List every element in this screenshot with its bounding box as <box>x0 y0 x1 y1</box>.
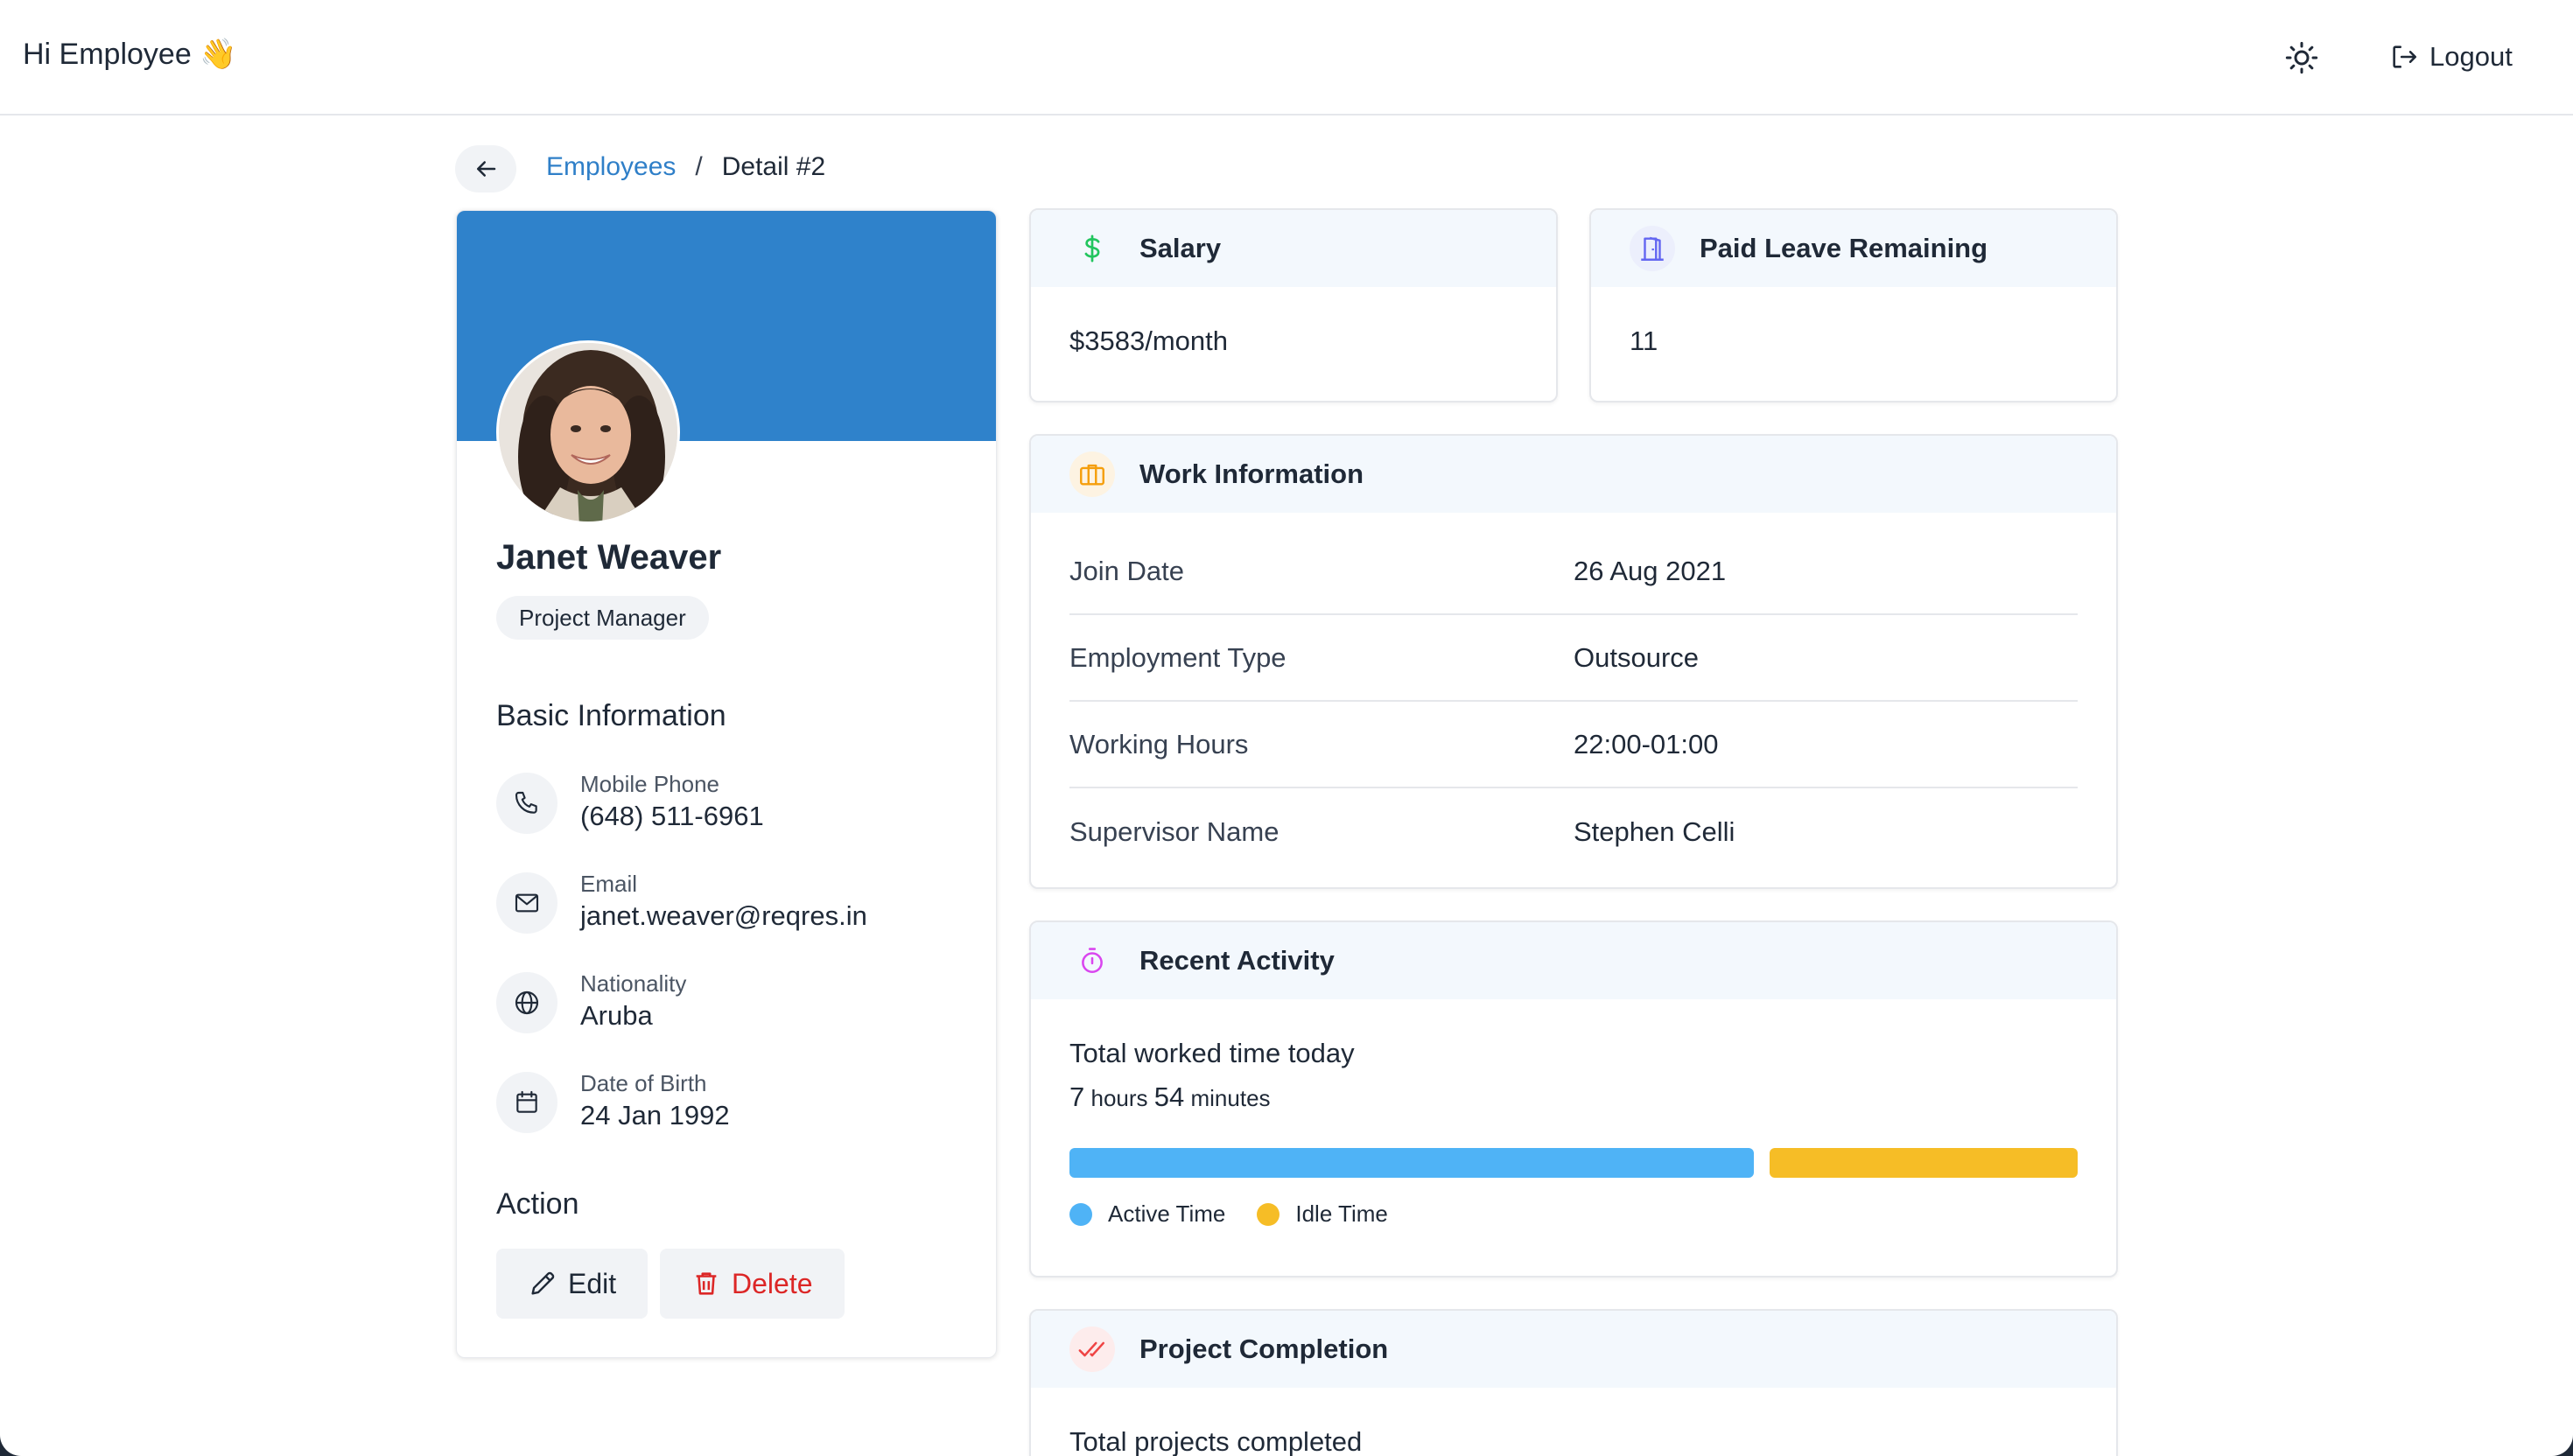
work-info-key: Employment Type <box>1069 641 1286 673</box>
logout-icon <box>2393 46 2417 68</box>
salary-value: $3583/month <box>1069 326 1228 356</box>
calendar-icon <box>496 1072 557 1133</box>
breadcrumb-current: Detail #2 <box>721 152 826 181</box>
dollar-icon <box>1069 226 1115 271</box>
role-badge: Project Manager <box>496 596 709 640</box>
mail-icon <box>496 872 557 934</box>
window-corner <box>0 1435 21 1456</box>
double-check-icon <box>1069 1326 1115 1372</box>
recent-activity-card: Recent Activity Total worked time today … <box>1029 920 2118 1278</box>
salary-card: Salary $3583/month <box>1029 208 1558 402</box>
legend-active-dot <box>1069 1202 1092 1226</box>
theme-toggle-button[interactable] <box>2277 37 2326 79</box>
info-email: Email janet.weaver@reqres.in <box>496 869 867 934</box>
work-info-key: Supervisor Name <box>1069 816 1279 847</box>
top-bar: Hi Employee 👋 Logout <box>0 0 2573 116</box>
arrow-left-icon <box>477 161 496 177</box>
employee-name: Janet Weaver <box>496 538 722 577</box>
work-info-row: Join Date 26 Aug 2021 <box>1069 528 2078 615</box>
work-info-value: 22:00-01:00 <box>1574 728 1719 760</box>
work-info-row: Working Hours 22:00-01:00 <box>1069 702 2078 788</box>
pencil-icon <box>531 1271 555 1295</box>
breadcrumb-employees-link[interactable]: Employees <box>546 152 677 181</box>
paid-leave-card: Paid Leave Remaining 11 <box>1589 208 2118 402</box>
card-header: Project Completion <box>1031 1311 2116 1388</box>
work-info-key: Join Date <box>1069 555 1184 586</box>
worked-time-value: 7 hours 54 minutes <box>1069 1082 2078 1113</box>
info-label: Email <box>580 871 638 897</box>
work-info-key: Working Hours <box>1069 728 1249 760</box>
info-value: janet.weaver@reqres.in <box>580 900 867 931</box>
info-label: Date of Birth <box>580 1070 707 1096</box>
globe-icon <box>496 972 557 1033</box>
card-header: Salary <box>1031 210 1556 287</box>
logout-button[interactable]: Logout <box>2389 32 2513 82</box>
door-icon <box>1630 226 1675 271</box>
legend-idle-label: Idle Time <box>1295 1200 1388 1227</box>
back-button[interactable] <box>455 145 516 192</box>
edit-button[interactable]: Edit <box>496 1249 649 1319</box>
legend-active: Active Time <box>1069 1200 1225 1228</box>
worked-hours: 7 <box>1069 1082 1085 1112</box>
work-information-card: Work Information Join Date 26 Aug 2021 E… <box>1029 434 2118 889</box>
basic-info-title: Basic Information <box>496 699 726 732</box>
card-header: Work Information <box>1031 436 2116 513</box>
delete-label: Delete <box>732 1267 813 1299</box>
action-title: Action <box>496 1187 579 1221</box>
worked-minutes: 54 <box>1153 1082 1185 1112</box>
greeting-text: Hi Employee 👋 <box>23 38 237 71</box>
info-value: (648) 511-6961 <box>580 801 764 831</box>
window-corner <box>2552 1435 2573 1456</box>
legend-idle: Idle Time <box>1257 1200 1388 1228</box>
hours-unit: hours <box>1090 1085 1148 1111</box>
active-time-bar <box>1069 1148 1754 1178</box>
card-title: Work Information <box>1139 458 1364 489</box>
minutes-unit: minutes <box>1190 1085 1271 1111</box>
avatar <box>496 340 680 524</box>
card-header: Recent Activity <box>1031 922 2116 999</box>
info-value: 24 Jan 1992 <box>580 1100 730 1130</box>
activity-legend: Active Time Idle Time <box>1069 1200 2078 1228</box>
delete-button[interactable]: Delete <box>660 1249 845 1319</box>
work-info-value: Stephen Celli <box>1574 816 1735 847</box>
phone-icon <box>496 773 557 834</box>
work-info-value: Outsource <box>1574 641 1700 673</box>
breadcrumb: Employees / Detail #2 <box>546 152 825 182</box>
info-mobile-phone: Mobile Phone (648) 511-6961 <box>496 769 764 834</box>
logout-label: Logout <box>2429 41 2513 72</box>
work-info-table: Join Date 26 Aug 2021 Employment Type Ou… <box>1069 528 2078 875</box>
info-date-of-birth: Date of Birth 24 Jan 1992 <box>496 1068 730 1133</box>
stopwatch-icon <box>1069 938 1115 984</box>
briefcase-icon <box>1069 452 1115 497</box>
projects-completed-label: Total projects completed <box>1069 1426 1363 1456</box>
card-title: Project Completion <box>1139 1334 1389 1364</box>
activity-bar-chart <box>1069 1148 2078 1178</box>
breadcrumb-separator: / <box>695 152 703 181</box>
paid-leave-value: 11 <box>1630 326 1658 356</box>
idle-time-bar <box>1770 1148 2078 1178</box>
legend-idle-dot <box>1257 1202 1280 1226</box>
card-title: Salary <box>1139 233 1222 263</box>
project-completion-card: Project Completion Total projects comple… <box>1029 1309 2118 1456</box>
trash-icon <box>696 1272 717 1295</box>
edit-label: Edit <box>568 1267 617 1299</box>
work-info-row: Supervisor Name Stephen Celli <box>1069 788 2078 875</box>
profile-card: Janet Weaver Project Manager Basic Infor… <box>456 210 997 1358</box>
info-value: Aruba <box>580 1000 653 1031</box>
info-nationality: Nationality Aruba <box>496 969 686 1033</box>
card-title: Paid Leave Remaining <box>1700 233 1988 263</box>
card-header: Paid Leave Remaining <box>1591 210 2116 287</box>
sun-icon <box>2285 41 2318 74</box>
info-label: Mobile Phone <box>580 771 719 797</box>
worked-time-label: Total worked time today <box>1069 1038 1355 1068</box>
work-info-value: 26 Aug 2021 <box>1574 555 1727 586</box>
legend-active-label: Active Time <box>1108 1200 1226 1227</box>
info-label: Nationality <box>580 970 687 997</box>
card-title: Recent Activity <box>1139 945 1335 976</box>
work-info-row: Employment Type Outsource <box>1069 615 2078 702</box>
